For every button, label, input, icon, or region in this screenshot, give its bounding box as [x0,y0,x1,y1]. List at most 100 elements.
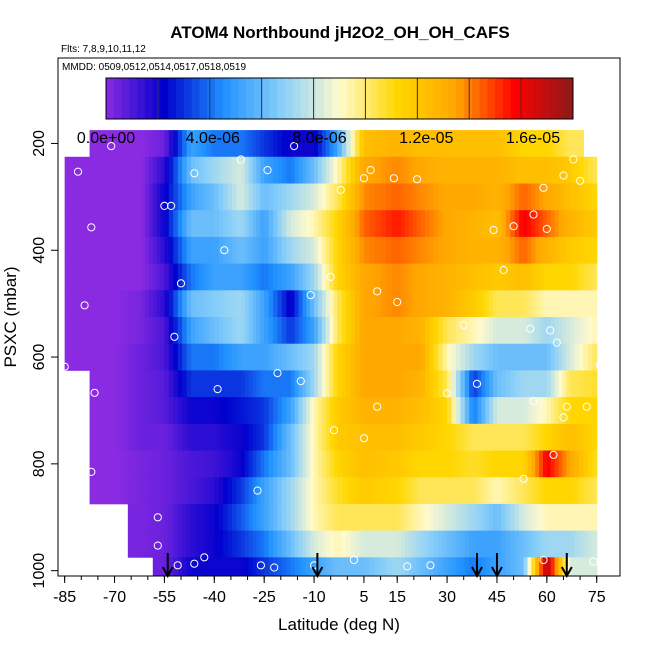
heatmap-cell [182,263,188,291]
heatmap-cell [206,477,212,505]
observation-point [403,562,412,571]
heatmap-cell [451,530,457,558]
heatmap-cell [355,130,361,158]
heatmap-cell [256,290,261,318]
heatmap-cell [391,210,398,238]
heatmap-cell [438,317,444,345]
y-tick-label: 600 [31,344,48,371]
heatmap-cell [489,530,494,558]
heatmap-cell [227,343,233,371]
heatmap-cell [89,156,99,184]
heatmap-cell [412,450,418,478]
heatmap-cell [386,210,393,238]
colorbar-segment [191,78,200,119]
colorbar-segment [526,78,535,119]
heatmap-cell [89,450,99,478]
heatmap-cell [546,503,552,532]
heatmap-cell [391,343,398,371]
heatmap-cell [194,477,200,505]
heatmap-cell [306,477,311,505]
heatmap-cell [346,530,352,558]
heatmap-cell [493,317,498,345]
heatmap-cell [514,397,520,425]
heatmap-cell [136,156,142,184]
heatmap-cell [514,210,520,238]
colorbar-segment [370,78,379,119]
heatmap-cell [375,343,382,371]
heatmap-cell [156,183,162,211]
heatmap-cell [317,397,323,425]
heatmap-cell [306,450,311,478]
heatmap-cell [514,503,520,532]
heatmap-cell [460,557,466,577]
heatmap-cell [186,477,192,505]
heatmap-cell [152,210,158,238]
heatmap-cell [298,450,304,478]
heatmap-cell [268,450,274,478]
heatmap-cell [369,156,376,184]
heatmap-cell [114,370,120,398]
heatmap-cell [164,503,170,532]
heatmap-cell [558,423,563,451]
heatmap-cell [519,343,525,371]
heatmap-cell [97,370,107,398]
heatmap-cell [260,370,265,398]
heatmap-cell [114,477,120,505]
heatmap-cell [469,557,475,577]
heatmap-cell [359,370,365,398]
heatmap-cell [375,423,382,451]
heatmap-cell [447,423,453,451]
heatmap-cell [260,477,265,505]
heatmap-cell [570,503,576,532]
heatmap-cell [539,370,544,398]
heatmap-cell [277,557,283,577]
heatmap-cell [539,423,544,451]
heatmap-cell [182,210,188,238]
heatmap-cell [227,370,233,398]
heatmap-cell [554,183,560,211]
colorbar-segment [495,78,504,119]
heatmap-cell [570,317,576,345]
heatmap-cell [191,210,196,238]
heatmap-cell [156,530,162,558]
heatmap-cell [325,423,331,451]
heatmap-cell [496,290,502,318]
heatmap-cell [314,397,319,425]
heatmap-cell [198,503,204,532]
heatmap-cell [302,317,307,345]
heatmap-cell [408,130,414,158]
heatmap-cell [464,236,470,264]
heatmap-cell [268,423,274,451]
heatmap-cell [469,317,475,345]
heatmap-cell [359,183,365,211]
heatmap-cell [433,503,439,532]
heatmap-cell [442,290,448,318]
heatmap-cell [401,530,406,558]
heatmap-cell [89,477,99,505]
heatmap-cell [333,530,338,558]
observation-point [413,175,422,184]
heatmap-cell [268,477,274,505]
heatmap-cell [148,503,154,532]
observation-point [562,402,571,411]
heatmap-cell [464,130,470,158]
heatmap-cell [416,183,422,211]
heatmap-cell [132,130,138,158]
heatmap-cell [363,477,371,505]
heatmap-cell [455,183,461,211]
heatmap-cell [191,423,196,451]
heatmap-cell [341,503,347,532]
heatmap-cell [168,343,174,371]
heatmap-cell [523,130,529,158]
observation-point [472,379,482,388]
heatmap-cell [442,370,448,398]
observation-point [359,434,368,443]
heatmap-cell [223,397,229,425]
heatmap-cell [252,557,258,577]
heatmap-cell [412,263,418,291]
heatmap-cell [578,156,585,184]
heatmap-cell [302,557,307,577]
heatmap-cell [539,477,544,505]
heatmap-cell [329,477,335,505]
colorbar-segment [409,78,418,119]
